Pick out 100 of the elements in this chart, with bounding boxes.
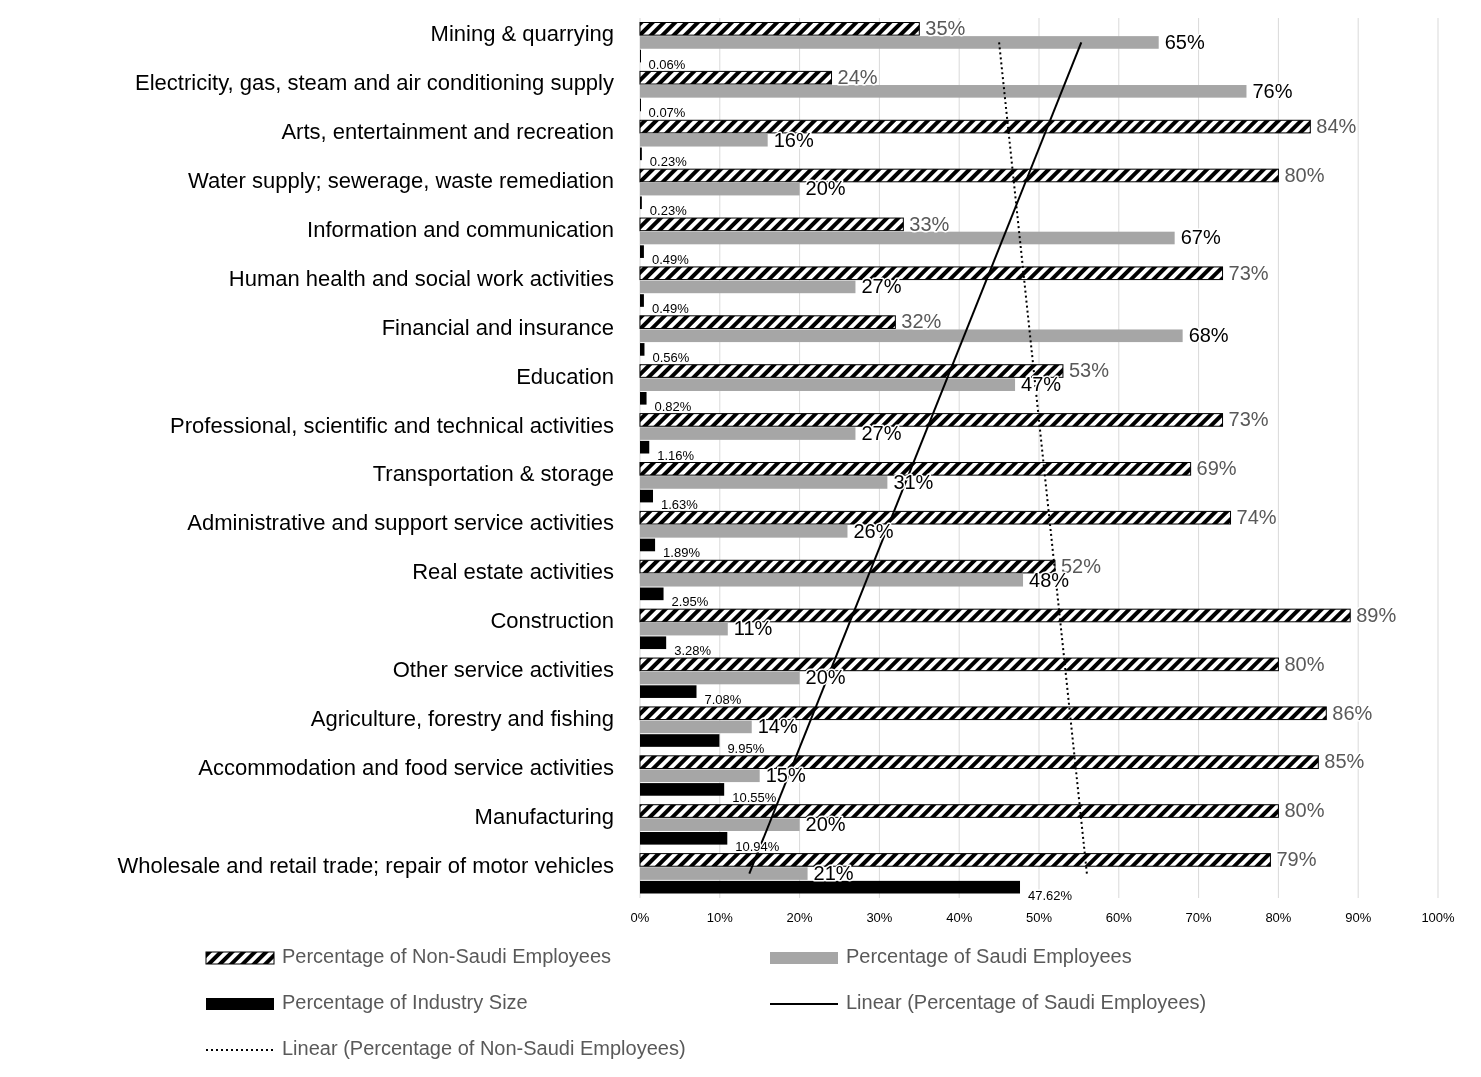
data-label: 79% (1276, 848, 1317, 871)
bar (640, 329, 1183, 343)
y-tick-label: Electricity, gas, steam and air conditioning supply (135, 70, 614, 96)
bar (640, 133, 768, 147)
x-tick-label: 70% (1185, 910, 1213, 925)
data-label: 0.56% (652, 349, 690, 365)
bar (640, 636, 667, 650)
bar (640, 720, 752, 734)
y-tick-label: Human health and social work activities (228, 265, 614, 291)
data-label: 27% (861, 275, 902, 298)
data-label: 9.95% (727, 740, 765, 756)
x-tick-label: 10% (706, 910, 734, 925)
y-tick-label: Arts, entertainment and recreation (281, 119, 614, 145)
data-label: 21% (813, 861, 854, 884)
bar (640, 85, 1247, 98)
bar (640, 573, 1024, 587)
bar (640, 182, 800, 196)
data-label: 68% (1188, 324, 1229, 347)
bar (640, 280, 856, 294)
x-tick-label: 100% (1421, 910, 1456, 925)
bar (640, 245, 644, 258)
bar (640, 685, 697, 698)
bar (640, 734, 720, 747)
bar (640, 294, 644, 307)
data-label: 33% (909, 212, 950, 235)
data-label: 65% (1164, 30, 1205, 53)
data-label: 3.28% (674, 643, 712, 659)
data-label: 47% (1021, 372, 1062, 395)
data-label: 1.16% (657, 447, 695, 463)
data-label: 80% (1284, 799, 1325, 822)
y-tick-label: Financial and insurance (381, 314, 614, 340)
x-tick-label: 20% (786, 910, 814, 925)
bar (640, 440, 650, 454)
data-label: 14% (757, 715, 798, 738)
bar (640, 831, 728, 845)
y-tick-label: Manufacturing (474, 803, 614, 829)
bar (640, 343, 645, 356)
data-label: 0.82% (654, 398, 692, 414)
data-label: 0.49% (651, 300, 690, 316)
bar (640, 36, 1159, 49)
bar (640, 818, 800, 831)
bar (640, 783, 725, 796)
y-tick-label: Administrative and support service activities (187, 510, 614, 536)
x-tick-label: 80% (1265, 910, 1292, 925)
bar (640, 587, 664, 601)
bar (640, 880, 1021, 894)
data-label: 11% (733, 617, 773, 640)
x-tick-label: 50% (1025, 910, 1053, 925)
data-label: 47.62% (1028, 887, 1073, 903)
data-label: 20% (805, 177, 846, 200)
data-label: 73% (1228, 408, 1269, 431)
data-label: 7.08% (704, 692, 742, 708)
bar (640, 378, 1016, 391)
x-tick-label: 30% (866, 910, 893, 925)
y-tick-label: Other service activities (392, 657, 614, 682)
data-label: 16% (773, 128, 814, 151)
data-label: 73% (1228, 261, 1269, 284)
y-tick-label: Education (516, 363, 614, 389)
data-label: 1.63% (661, 496, 699, 512)
data-label: 89% (1356, 603, 1397, 626)
y-tick-label: Construction (490, 608, 614, 634)
y-tick-label: Accommodation and food service activities (198, 754, 614, 780)
legend-label: Linear (Percentage of Non-Saudi Employees) (282, 1037, 686, 1060)
data-label: 27% (861, 421, 902, 444)
bar (640, 476, 888, 489)
bar (640, 489, 654, 503)
y-tick-label: Wholesale and retail trade; repair of motor vehicles (117, 852, 614, 878)
bar (639, 315, 896, 329)
data-label: 20% (805, 812, 846, 835)
data-label: 10.55% (732, 789, 777, 805)
data-label: 84% (1316, 114, 1357, 137)
bar (640, 427, 856, 440)
bar (639, 22, 920, 36)
data-label: 76% (1252, 79, 1293, 102)
data-label: 69% (1196, 457, 1237, 480)
data-label: 80% (1284, 163, 1325, 186)
bar (640, 867, 808, 880)
data-label: 86% (1332, 701, 1373, 724)
bar (639, 217, 904, 232)
data-label: 0.49% (651, 252, 690, 268)
bar (640, 231, 1175, 245)
x-tick-label: 0% (630, 910, 650, 925)
bar (640, 391, 647, 405)
y-tick-label: Agriculture, forestry and fishing (310, 705, 614, 731)
data-label: 74% (1236, 505, 1277, 528)
data-label: 53% (1068, 359, 1110, 382)
bar (640, 769, 760, 783)
y-tick-label: Professional, scientific and technical activities (170, 412, 614, 438)
y-tick-label: Transportation & storage (372, 461, 614, 487)
legend-label: Percentage of Saudi Employees (846, 945, 1132, 968)
bar (640, 622, 728, 636)
y-tick-label: Information and communication (307, 217, 614, 242)
data-label: 0.23% (649, 154, 688, 170)
x-tick-label: 60% (1105, 910, 1133, 925)
data-label: 32% (901, 310, 942, 333)
y-tick-label: Real estate activities (412, 559, 614, 585)
data-label: 2.95% (671, 594, 709, 610)
data-label: 1.89% (663, 545, 701, 561)
x-tick-label: 90% (1345, 910, 1372, 925)
legend-label: Percentage of Industry Size (282, 991, 528, 1014)
